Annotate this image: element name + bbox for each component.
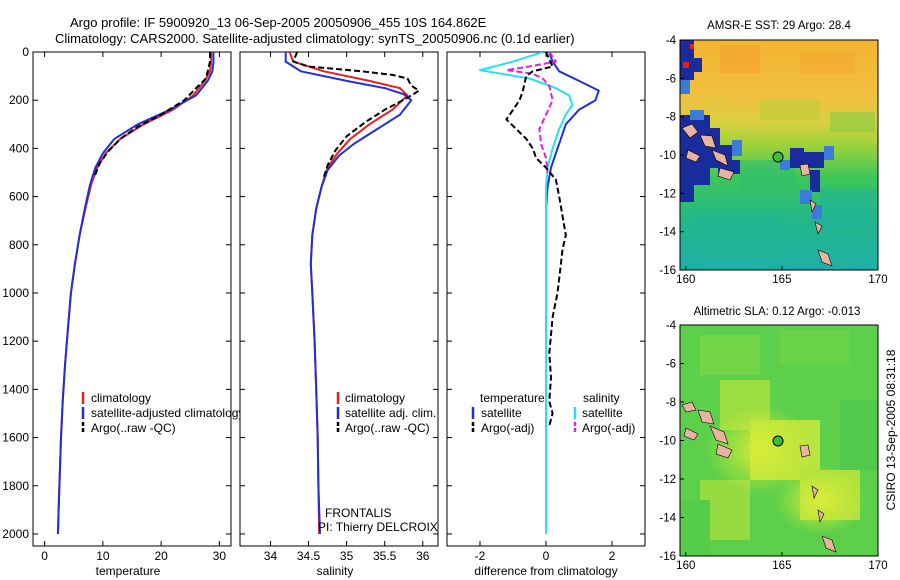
salinity-xlabel: salinity — [317, 564, 354, 578]
difference-xtick-label-1: 0 — [543, 549, 550, 563]
sla_map-ytick-label-0: -4 — [666, 320, 677, 332]
sla_map-ytick-label-3: -10 — [659, 436, 676, 448]
timestamp-label: CSIRO 13-Sep-2005 08:31:18 — [884, 349, 898, 510]
difference-legend: temperature satellite Argo(-adj) salinit… — [471, 391, 635, 435]
temperature-ytick-label-3: 600 — [9, 190, 29, 204]
sla_map-ytick-label-4: -12 — [659, 474, 676, 486]
salinity-legend-argo: Argo(..raw -QC) — [345, 421, 430, 435]
salinity-legend-climatology: climatology — [345, 391, 405, 405]
temperature-ytick-label-7: 1400 — [2, 382, 29, 396]
salinity-legend: climatology satellite adj. clim. Argo(..… — [336, 391, 436, 435]
sst_map-ytick-label-4: -12 — [659, 188, 676, 200]
sla-map: Altimetric SLA: 0.12 Argo: -0.013 — [659, 306, 887, 572]
sst_map-ytick-label-6: -16 — [659, 265, 676, 277]
sst_map-ytick-label-1: -6 — [666, 73, 676, 85]
sst_map-ytick-label-3: -10 — [659, 150, 676, 162]
temperature-ytick-label-2: 400 — [9, 141, 29, 155]
difference-panel: -2 0 2 difference from climatology tempera… — [446, 51, 646, 578]
temperature-ytick-label-4: 800 — [9, 238, 29, 252]
sla_map-ytick-label-6: -16 — [659, 551, 676, 563]
temperature-xtick-label-1: 10 — [96, 549, 110, 563]
temperature-xtick-label-3: 30 — [213, 549, 227, 563]
difference-legend-temperature-title: temperature — [480, 391, 545, 405]
sst-map: AMSR-E SST: 29 Argo: 28.4 — [659, 20, 887, 286]
sla_map-xtick-label-0: 160 — [676, 560, 695, 572]
sla_map-ytick-label-5: -14 — [659, 513, 676, 525]
temperature-legend-climatology: climatology — [91, 391, 151, 405]
sla_map-ytick-label-2: -8 — [666, 397, 676, 409]
sla-map-title: Altimetric SLA: 0.12 Argo: -0.013 — [694, 306, 861, 318]
sst_map-xtick-label-0: 160 — [676, 274, 695, 286]
difference-legend-salinity-argo: Argo(-adj) — [582, 421, 635, 435]
sla_map-xtick-label-2: 170 — [868, 560, 887, 572]
sst_map-xtick-label-1: 165 — [772, 274, 791, 286]
temperature-legend-argo: Argo(..raw -QC) — [91, 421, 176, 435]
difference-legend-temperature-argo: Argo(-adj) — [481, 421, 534, 435]
salinity-xtick-label-3: 35.5 — [373, 549, 397, 563]
temperature-ytick-label-6: 1200 — [2, 334, 29, 348]
temperature-xtick-label-0: 0 — [41, 549, 48, 563]
temperature-ytick-label-8: 1600 — [2, 431, 29, 445]
salinity-legend-satellite: satellite adj. clim. — [345, 406, 436, 420]
difference-legend-temperature-satellite: satellite — [481, 406, 522, 420]
salinity-series-1 — [284, 52, 413, 535]
temperature-ytick-label-9: 1800 — [2, 479, 29, 493]
sst_map-ytick-label-2: -8 — [666, 112, 676, 124]
salinity-xtick-label-0: 34 — [264, 549, 278, 563]
sst_map-ytick-label-5: -14 — [659, 227, 676, 239]
temperature-legend: climatology satellite-adjusted climatolo… — [81, 391, 244, 435]
difference-series-2 — [505, 52, 557, 173]
salinity-annotation-pi: PI: Thierry DELCROIX — [318, 520, 438, 534]
temperature-ytick-label-0: 0 — [22, 45, 29, 59]
difference-series-3 — [505, 52, 567, 426]
salinity-xtick-label-4: 36 — [416, 549, 430, 563]
figure-title-line1: Argo profile: IF 5900920_13 06-Sep-2005 … — [70, 15, 487, 30]
temperature-ytick-label-5: 1000 — [2, 286, 29, 300]
salinity-annotation-project: FRONTALIS — [325, 506, 391, 520]
difference-legend-salinity-satellite: satellite — [582, 406, 623, 420]
temperature-series-1 — [57, 52, 215, 535]
salinity-panel: 34 34.5 35 35.5 36 salinity climatology sate… — [239, 51, 439, 578]
difference-legend-salinity-title: salinity — [583, 391, 620, 405]
salinity-xtick-label-2: 35 — [340, 549, 354, 563]
figure-title-line2: Climatology: CARS2000. Satellite-adjuste… — [55, 31, 575, 46]
sst-map-title: AMSR-E SST: 29 Argo: 28.4 — [707, 20, 851, 32]
sst_map-ytick-label-0: -4 — [666, 35, 677, 47]
temperature-ytick-label-10: 2000 — [2, 527, 29, 541]
difference-xtick-label-0: -2 — [475, 549, 486, 563]
sla_map-ytick-label-1: -6 — [666, 359, 676, 371]
sla_map-xtick-label-1: 165 — [772, 560, 791, 572]
temperature-legend-satellite: satellite-adjusted climatology — [91, 406, 244, 420]
difference-series-1 — [479, 52, 574, 534]
difference-xtick-label-2: 2 — [609, 549, 616, 563]
temperature-xtick-label-2: 20 — [154, 549, 168, 563]
difference-xlabel: difference from climatology — [474, 564, 617, 578]
salinity-xtick-label-1: 34.5 — [297, 549, 321, 563]
temperature-ytick-label-1: 200 — [9, 93, 29, 107]
sst_map-xtick-label-2: 170 — [868, 274, 887, 286]
temperature-xlabel: temperature — [96, 564, 161, 578]
temperature-panel: 0 10 20 30 0 200 400 600 800 1000 1200 1400 1600 1800… — [2, 45, 244, 578]
